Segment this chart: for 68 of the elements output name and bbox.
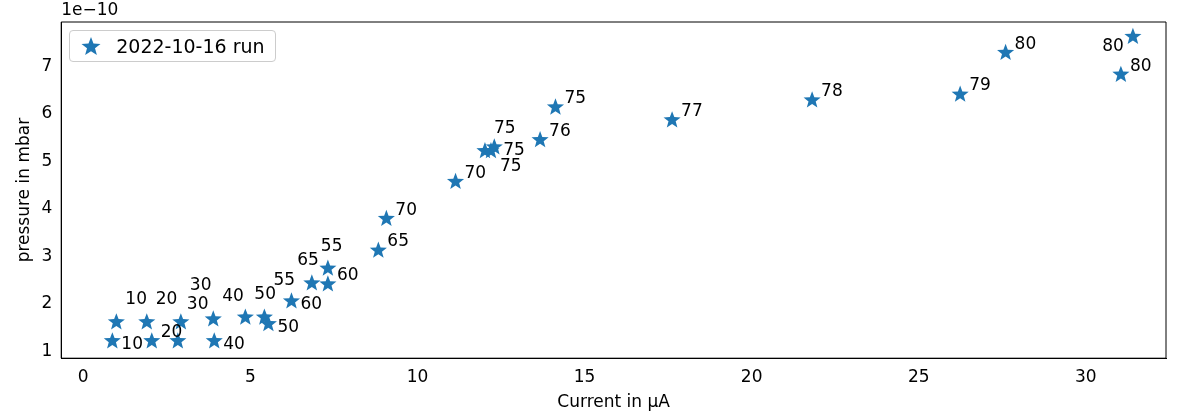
annotation: 77 — [681, 100, 703, 121]
annotation: 65 — [387, 230, 409, 251]
text: 1e−10 — [61, 0, 119, 19]
point — [303, 274, 321, 291]
x-tick-label: 30 — [1074, 365, 1097, 386]
point — [1112, 65, 1130, 82]
point — [236, 308, 254, 325]
y-tick-label: 3 — [41, 244, 53, 265]
point — [377, 209, 395, 227]
annotation: 40 — [222, 285, 244, 306]
annotation: 80 — [1129, 54, 1152, 75]
annotation: 60 — [336, 264, 359, 285]
y-tick-label: 5 — [41, 149, 53, 170]
x-tick-label: 0 — [77, 365, 89, 386]
annotation: 30 — [186, 293, 209, 314]
annotation: 20 — [155, 288, 178, 309]
y-axis-title: pressure in mbar — [12, 117, 33, 263]
annotation: 75 — [493, 116, 516, 137]
point — [107, 313, 125, 330]
point — [282, 292, 301, 309]
annotation: 70 — [464, 161, 487, 182]
x-tick-label: 10 — [406, 365, 429, 386]
point — [205, 332, 223, 349]
x-axis-title: Current in µA — [557, 391, 671, 412]
annotation: 30 — [189, 274, 212, 295]
annotation: 65 — [297, 248, 319, 269]
point — [803, 91, 821, 108]
annotation: 75 — [564, 87, 587, 108]
y-tick-label: 2 — [41, 292, 53, 313]
y-tick-label: 6 — [41, 102, 53, 123]
point — [319, 275, 337, 292]
annotation: 50 — [277, 315, 300, 336]
point — [143, 332, 161, 349]
point — [103, 332, 121, 349]
annotation: 76 — [549, 119, 571, 140]
point — [485, 138, 503, 155]
annotation: 80 — [1102, 34, 1124, 55]
legend-label: 2022-10-16 run — [116, 35, 265, 57]
point — [138, 313, 156, 330]
annotation: 10 — [125, 288, 147, 309]
annotation: 20 — [160, 321, 183, 342]
annotation: 50 — [254, 283, 276, 304]
annotation: 75 — [499, 154, 522, 175]
annotation: 70 — [395, 198, 418, 219]
annotation: 60 — [300, 293, 323, 314]
point — [319, 259, 337, 276]
x-tick-label: 15 — [573, 365, 596, 386]
annotation: 40 — [223, 333, 245, 354]
y-tick-label: 7 — [41, 55, 53, 75]
annotation: 55 — [320, 235, 343, 256]
point — [446, 172, 465, 190]
point — [997, 43, 1015, 61]
point — [369, 241, 387, 258]
point — [531, 131, 549, 148]
x-tick-label: 5 — [244, 365, 256, 386]
x-tick-label: 20 — [740, 365, 763, 386]
point — [951, 85, 969, 102]
point — [1124, 27, 1142, 44]
x-tick-label: 25 — [907, 365, 930, 386]
annotation: 80 — [1014, 32, 1037, 53]
point — [546, 98, 565, 115]
annotation: 10 — [121, 333, 143, 354]
point — [663, 111, 681, 128]
y-tick-label: 1 — [41, 339, 53, 360]
y-tick-label: 4 — [41, 197, 53, 218]
annotation: 79 — [969, 74, 991, 95]
point — [204, 310, 222, 327]
annotation: 78 — [821, 80, 843, 101]
